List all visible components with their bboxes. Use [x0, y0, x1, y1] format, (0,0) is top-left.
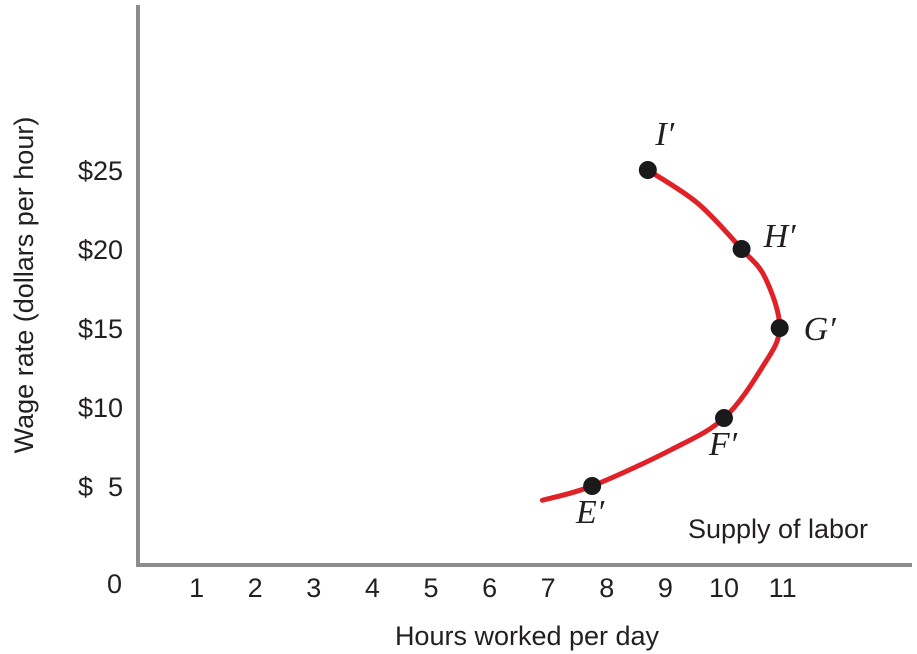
x-tick-label: 8	[599, 573, 614, 603]
x-tick-label: 7	[541, 573, 556, 603]
y-tick-label: $20	[78, 235, 123, 265]
y-tick-label: $25	[78, 156, 123, 186]
x-tick-label: 5	[423, 573, 438, 603]
x-tick-label: 2	[248, 573, 263, 603]
data-point	[638, 161, 657, 179]
data-point	[715, 409, 733, 428]
supply-of-labor-label: Supply of labor	[688, 514, 868, 544]
y-axis-title: Wage rate (dollars per hour)	[9, 117, 39, 454]
point-label: E′	[575, 494, 605, 531]
data-point	[770, 319, 789, 337]
x-tick-labels: 1 2 3 4 5 6 7 8 9 10 11	[189, 573, 797, 603]
data-point	[583, 477, 602, 495]
x-tick-label: 6	[482, 573, 497, 603]
x-axis-title: Hours worked per day	[395, 621, 660, 651]
point-label: H′	[763, 218, 797, 255]
axes	[136, 5, 912, 567]
x-tick-label: 10	[709, 573, 739, 603]
y-tick-label: $10	[78, 393, 123, 423]
x-tick-label: 3	[306, 573, 321, 603]
x-tick-label: 1	[189, 573, 204, 603]
point-label: F′	[708, 426, 738, 463]
point-label: G′	[804, 311, 837, 348]
data-points: E′ F′ G′ H′ I′	[575, 116, 836, 531]
supply-of-labor-curve	[539, 167, 783, 503]
data-point	[732, 240, 751, 258]
x-tick-label: 4	[365, 573, 380, 603]
x-tick-label: 11	[769, 573, 797, 603]
y-tick-label: $ 5	[78, 472, 123, 502]
point-label: I′	[654, 116, 674, 153]
origin-label: 0	[107, 569, 122, 599]
y-tick-labels: $ 5 $10 $15 $20 $25	[78, 156, 123, 502]
y-tick-label: $15	[78, 314, 123, 344]
x-tick-label: 9	[658, 573, 673, 603]
